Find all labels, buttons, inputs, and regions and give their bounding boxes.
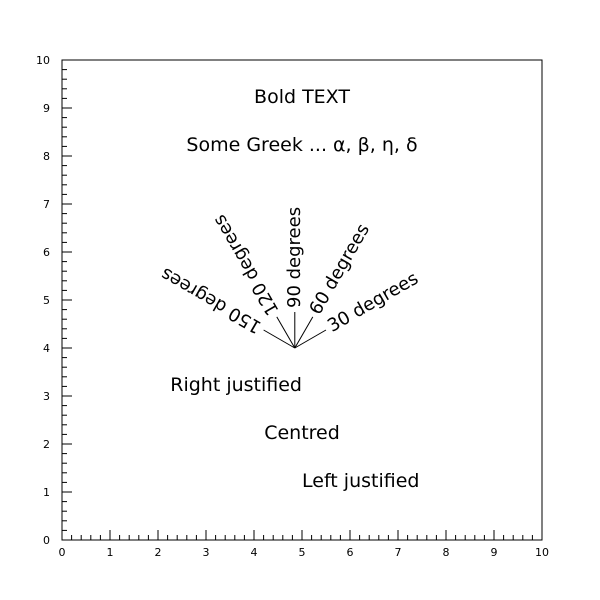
text-annotation: Right justified: [170, 374, 302, 396]
y-tick-label: 10: [36, 54, 50, 67]
x-tick-labels: 0 1 2 3 4 5 6 7 8 9 10: [59, 546, 550, 559]
angle-ray: [276, 316, 296, 349]
text-annotation: Left justified: [302, 470, 419, 492]
y-tick-label: 7: [43, 198, 50, 211]
angle-ray: [263, 329, 296, 349]
x-tick-label: 6: [347, 546, 354, 559]
x-tick-label: 2: [155, 546, 162, 559]
y-tick-label: 3: [43, 390, 50, 403]
axis-ticks: [61, 59, 543, 541]
x-tick-label: 7: [395, 546, 402, 559]
x-tick-label: 3: [203, 546, 210, 559]
y-tick-label: 2: [43, 438, 50, 451]
text-annotation: Bold TEXT: [254, 86, 350, 108]
y-tick-label: 9: [43, 102, 50, 115]
x-tick-label: 0: [59, 546, 66, 559]
y-tick-label: 0: [43, 534, 50, 547]
y-tick-labels: 0 1 2 3 4 5 6 7 8 9 10: [36, 54, 50, 547]
angle-label: 90 degrees: [284, 207, 305, 308]
angle-ray: [294, 329, 327, 349]
angle-ray: [294, 316, 314, 349]
y-tick-label: 8: [43, 150, 50, 163]
y-tick-label: 5: [43, 294, 50, 307]
text-annotation: Centred: [264, 422, 340, 444]
y-tick-label: 4: [43, 342, 50, 355]
x-tick-label: 4: [251, 546, 258, 559]
angle-rays: [263, 312, 327, 349]
x-tick-label: 8: [443, 546, 450, 559]
text-annotations: Bold TEXT Some Greek ... α, β, η, δ Right …: [170, 86, 419, 492]
text-annotation: Some Greek ... α, β, η, δ: [186, 134, 417, 156]
x-tick-label: 1: [107, 546, 114, 559]
x-tick-label: 9: [491, 546, 498, 559]
y-tick-label: 1: [43, 486, 50, 499]
x-tick-label: 10: [535, 546, 549, 559]
y-tick-label: 6: [43, 246, 50, 259]
x-tick-label: 5: [299, 546, 306, 559]
